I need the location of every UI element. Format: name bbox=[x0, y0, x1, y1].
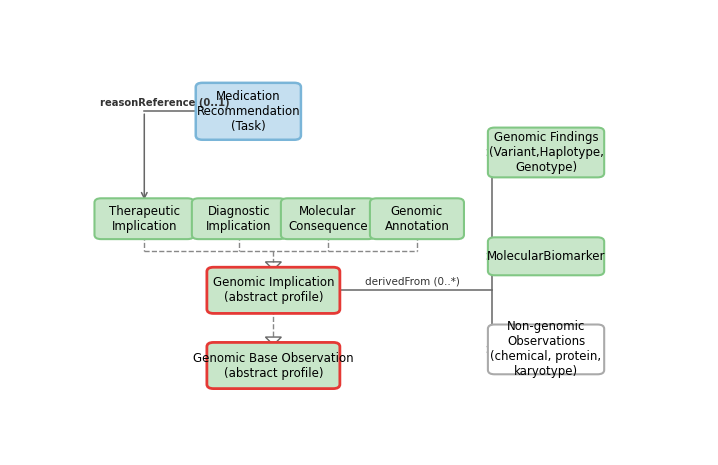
FancyBboxPatch shape bbox=[281, 198, 375, 239]
FancyBboxPatch shape bbox=[192, 198, 286, 239]
FancyBboxPatch shape bbox=[207, 267, 340, 313]
FancyBboxPatch shape bbox=[207, 342, 340, 389]
Text: MolecularBiomarker: MolecularBiomarker bbox=[487, 250, 605, 263]
Text: Non-genomic
Observations
(chemical, protein,
karyotype): Non-genomic Observations (chemical, prot… bbox=[490, 320, 602, 379]
FancyBboxPatch shape bbox=[370, 198, 464, 239]
Text: Genomic Findings
(Variant,Haplotype,
Genotype): Genomic Findings (Variant,Haplotype, Gen… bbox=[489, 131, 603, 174]
Text: Diagnostic
Implication: Diagnostic Implication bbox=[206, 205, 271, 232]
Text: Genomic
Annotation: Genomic Annotation bbox=[385, 205, 449, 232]
FancyBboxPatch shape bbox=[488, 325, 604, 374]
Text: Genomic Base Observation
(abstract profile): Genomic Base Observation (abstract profi… bbox=[193, 352, 354, 379]
FancyBboxPatch shape bbox=[488, 127, 604, 177]
Text: Therapeutic
Implication: Therapeutic Implication bbox=[109, 205, 180, 232]
Text: Medication
Recommendation
(Task): Medication Recommendation (Task) bbox=[197, 90, 300, 133]
Text: Molecular
Consequence: Molecular Consequence bbox=[288, 205, 368, 232]
FancyBboxPatch shape bbox=[95, 198, 194, 239]
Text: Genomic Implication
(abstract profile): Genomic Implication (abstract profile) bbox=[213, 276, 334, 304]
Text: reasonReference (0..1): reasonReference (0..1) bbox=[100, 98, 229, 108]
FancyBboxPatch shape bbox=[196, 83, 301, 140]
FancyBboxPatch shape bbox=[488, 237, 604, 275]
Text: derivedFrom (0..*): derivedFrom (0..*) bbox=[365, 276, 460, 286]
